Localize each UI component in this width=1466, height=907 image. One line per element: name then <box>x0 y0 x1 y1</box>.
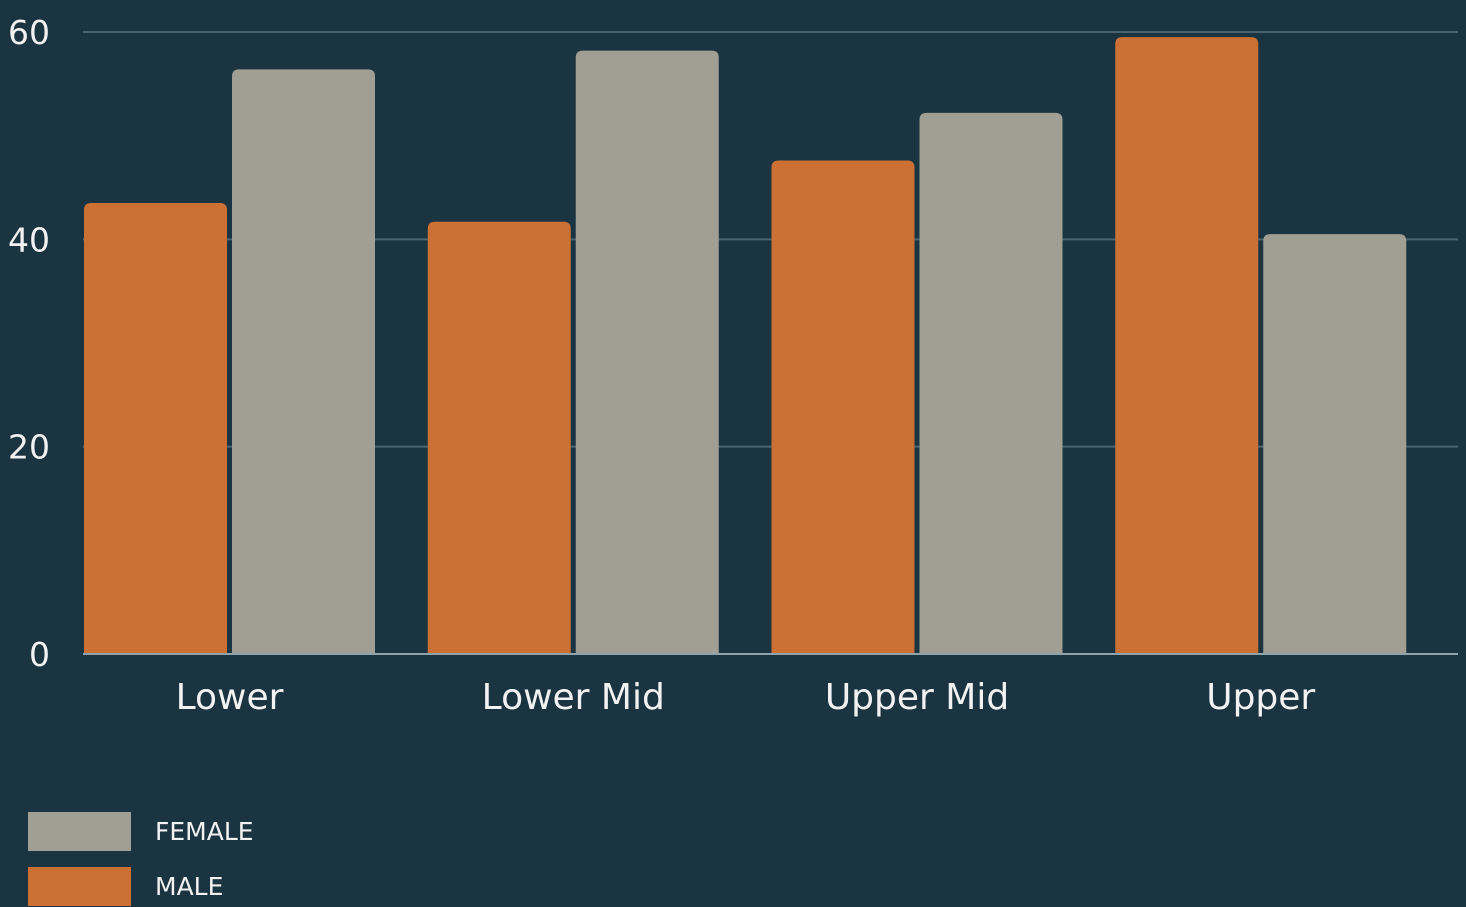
bar-female-1 <box>232 69 375 654</box>
x-tick-label: Lower Mid <box>482 677 665 718</box>
legend-swatch-female <box>28 812 131 851</box>
bar-male-3 <box>771 160 915 654</box>
x-axis: Lower Lower Mid Upper Mid Upper <box>83 653 1458 718</box>
bar-male-1 <box>84 203 227 655</box>
legend-label-female: FEMALE <box>155 817 254 846</box>
x-tick-label: Lower <box>176 677 284 718</box>
y-tick-label: 60 <box>8 13 50 52</box>
y-tick-label: 0 <box>29 635 50 674</box>
bar-male-2 <box>427 221 571 654</box>
x-tick-label: Upper <box>1206 677 1315 718</box>
y-tick-label: 20 <box>8 428 50 467</box>
y-tick-label: 40 <box>8 220 50 259</box>
x-tick-label: Upper Mid <box>825 677 1009 718</box>
legend: FEMALE MALE <box>28 812 254 906</box>
bar-male-4 <box>1115 37 1259 654</box>
bar-female-2 <box>575 50 719 655</box>
bars <box>84 37 1407 655</box>
legend-swatch-male <box>28 867 131 906</box>
legend-label-male: MALE <box>155 872 223 901</box>
y-axis: 0 20 40 60 <box>8 13 50 674</box>
bar-female-3 <box>919 112 1063 655</box>
bar-female-4 <box>1263 234 1407 654</box>
